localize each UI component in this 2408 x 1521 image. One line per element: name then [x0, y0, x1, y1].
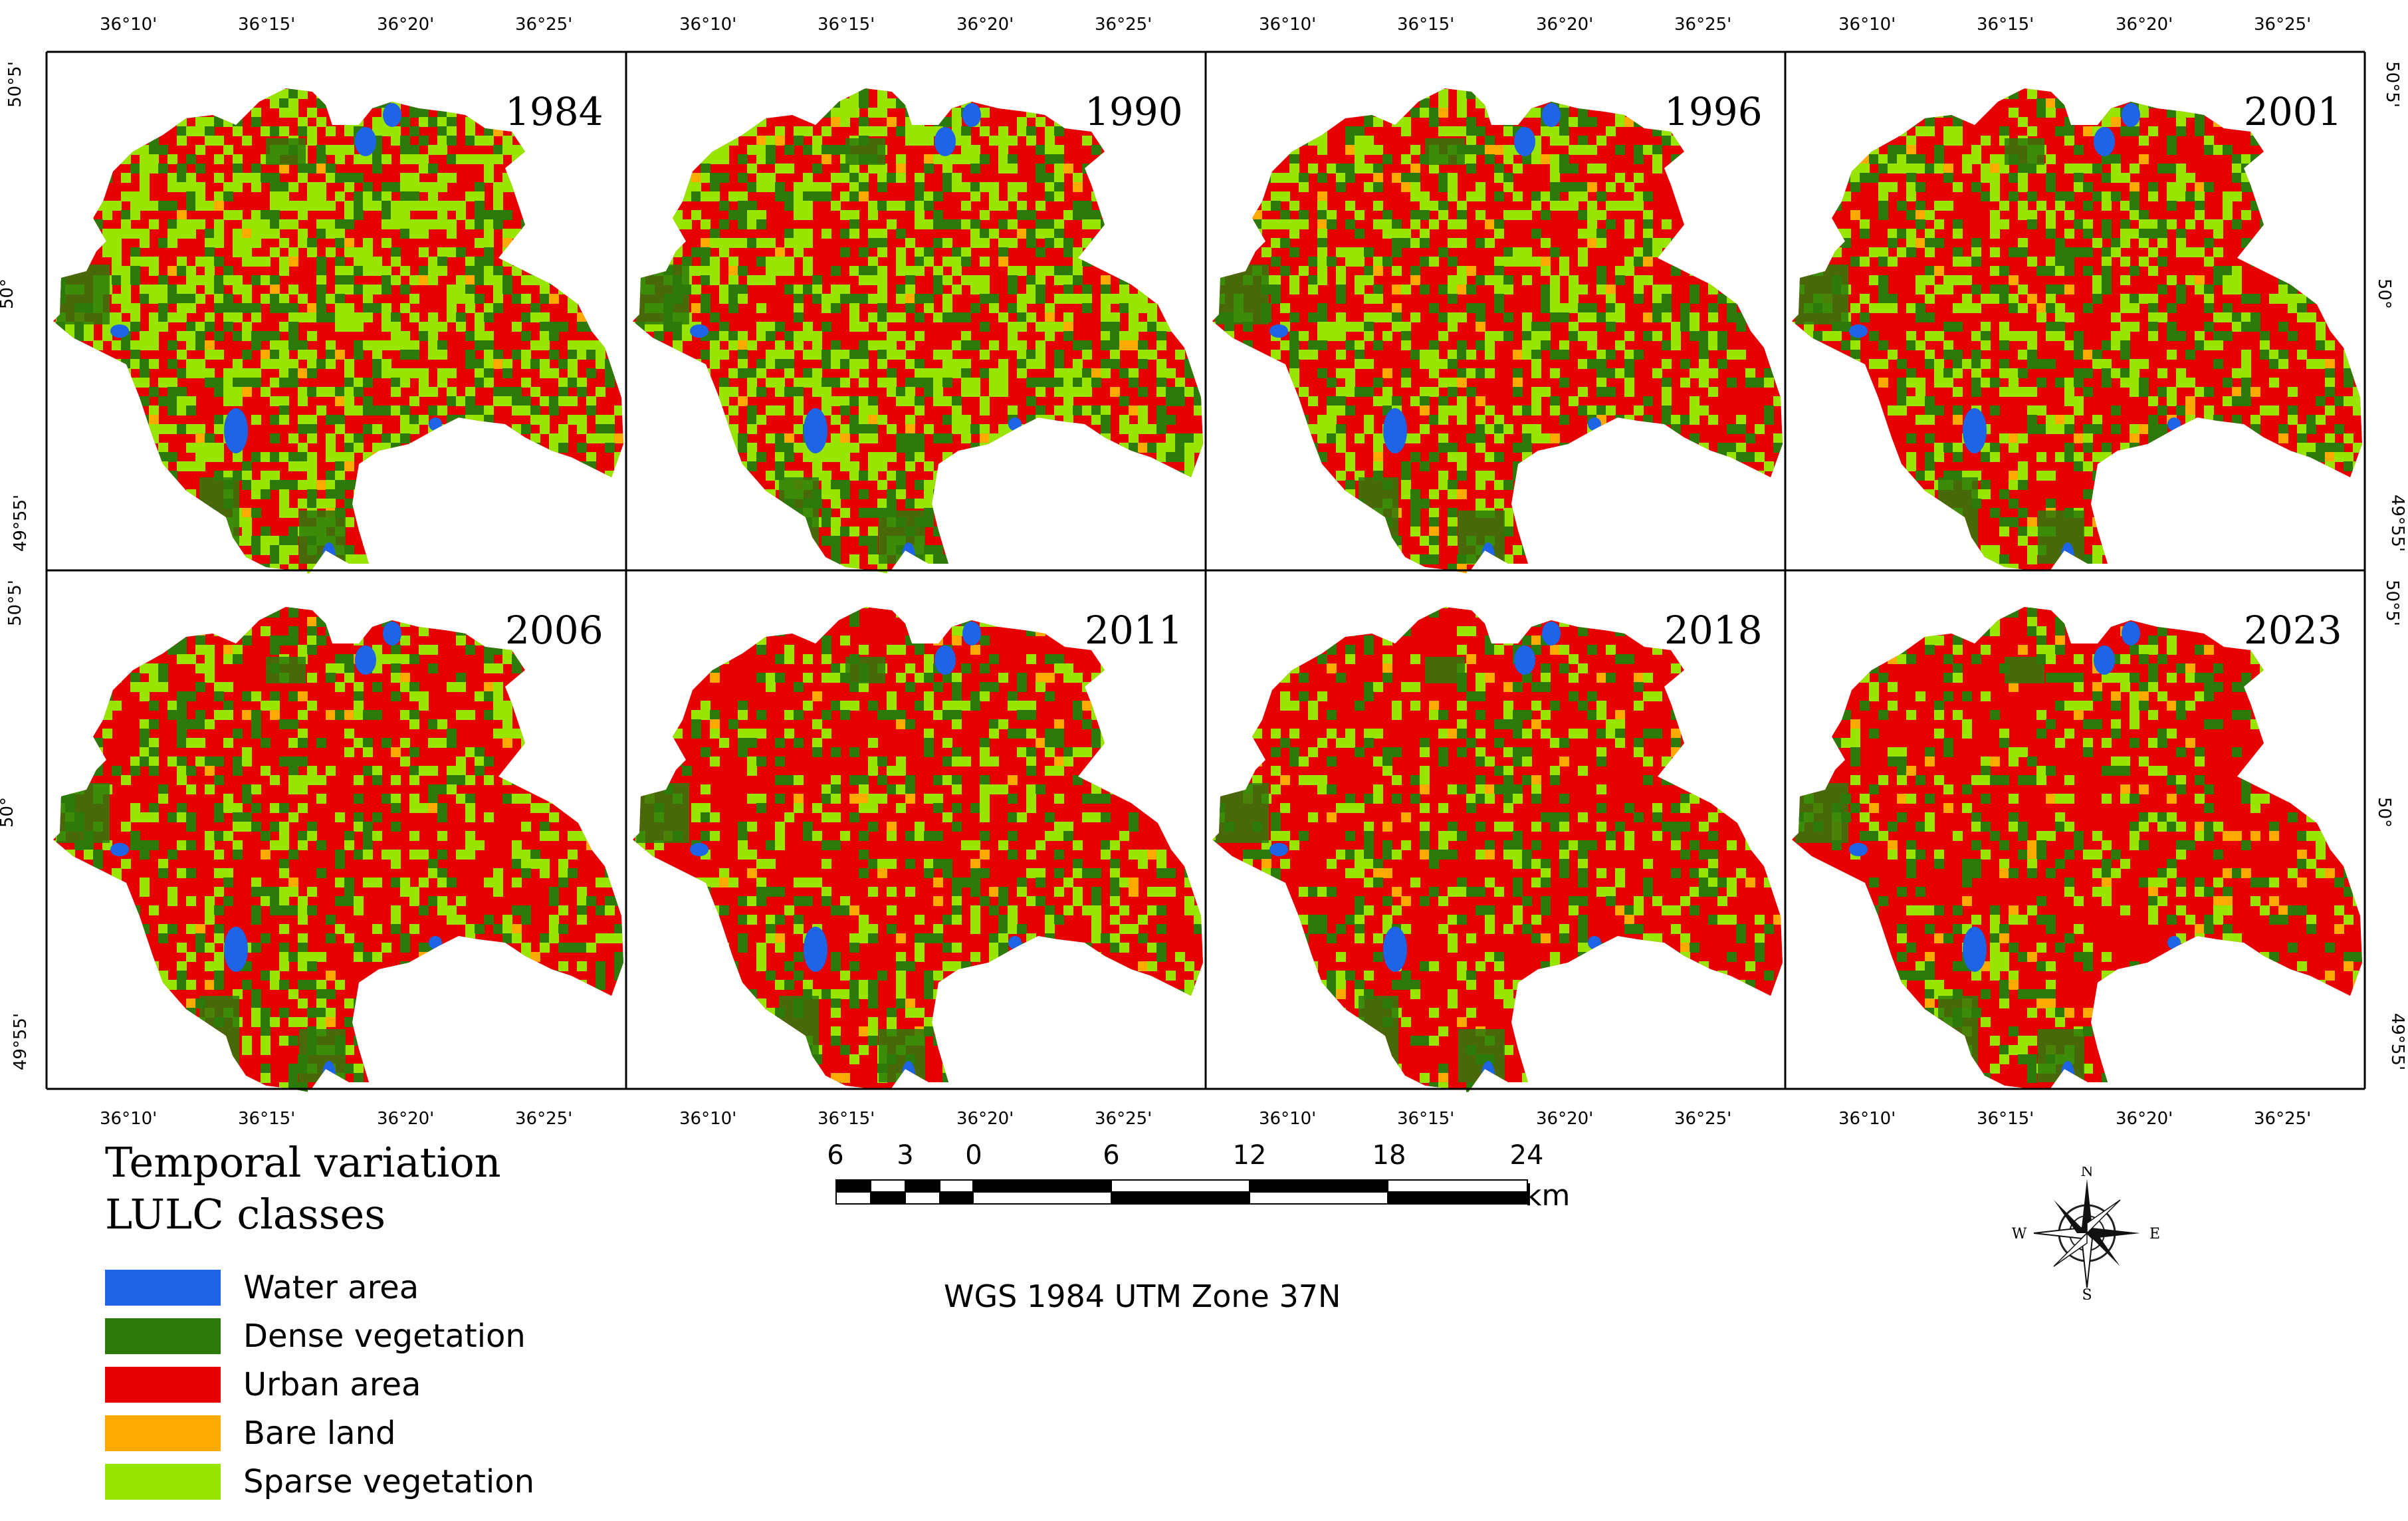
- legend-item: Bare land: [105, 1415, 395, 1452]
- legend-label: Sparse vegetation: [243, 1463, 534, 1500]
- scale-label: 6: [827, 1140, 844, 1171]
- lon-tick-label: 36°25': [515, 1109, 573, 1129]
- scale-unit: km: [1525, 1179, 1571, 1213]
- lon-tick-label: 36°10': [1838, 15, 1896, 35]
- legend-title-line2: LULC classes: [105, 1190, 386, 1238]
- legend-swatch: [105, 1367, 221, 1403]
- lat-tick-label: 49°55': [11, 1012, 31, 1071]
- crs-label: WGS 1984 UTM Zone 37N: [944, 1278, 1341, 1314]
- lulc-map-grid: [45, 51, 2366, 1092]
- year-label-2023: 2023: [2244, 608, 2342, 653]
- south-label: S: [2082, 1287, 2092, 1300]
- year-label-1996: 1996: [1664, 89, 1763, 134]
- lon-tick-label: 36°20': [956, 1109, 1014, 1129]
- legend-item: Water area: [105, 1269, 419, 1306]
- scale-label: 12: [1232, 1140, 1267, 1171]
- lat-tick-label: 50°: [2374, 278, 2395, 310]
- lon-tick-label: 36°10': [1259, 15, 1317, 35]
- lon-tick-label: 36°25': [515, 15, 573, 35]
- lon-tick-label: 36°15': [238, 15, 296, 35]
- scale-label: 3: [897, 1140, 914, 1171]
- lon-tick-label: 36°20': [377, 15, 435, 35]
- scale-label: 6: [1103, 1140, 1120, 1171]
- lon-tick-label: 36°25': [1095, 1109, 1152, 1129]
- scale-label: 0: [965, 1140, 982, 1171]
- lon-tick-label: 36°25': [1674, 15, 1732, 35]
- lon-tick-label: 36°25': [1095, 15, 1152, 35]
- lon-tick-label: 36°20': [956, 15, 1014, 35]
- lon-tick-label: 36°15': [238, 1109, 296, 1129]
- lon-tick-label: 36°20': [1536, 1109, 1594, 1129]
- lat-tick-label: 50°5': [5, 61, 25, 108]
- scale-label: 24: [1509, 1140, 1544, 1171]
- lon-tick-label: 36°10': [679, 15, 737, 35]
- lon-tick-label: 36°15': [818, 1109, 875, 1129]
- lat-tick-label: 49°55': [2387, 494, 2408, 552]
- legend-label: Urban area: [243, 1366, 421, 1403]
- lat-tick-label: 50°: [2374, 796, 2395, 828]
- lon-tick-label: 36°20': [2116, 1109, 2173, 1129]
- lon-tick-label: 36°20': [2116, 15, 2173, 35]
- lon-tick-label: 36°15': [1397, 15, 1455, 35]
- legend-swatch: [105, 1415, 221, 1451]
- lat-tick-label: 50°5': [2381, 580, 2402, 626]
- year-label-1984: 1984: [505, 89, 603, 134]
- lon-tick-label: 36°10': [1838, 1109, 1896, 1129]
- lon-tick-label: 36°20': [1536, 15, 1594, 35]
- legend-label: Water area: [243, 1269, 419, 1306]
- lon-tick-label: 36°15': [818, 15, 875, 35]
- lon-tick-label: 36°10': [100, 15, 158, 35]
- lon-tick-label: 36°15': [1397, 1109, 1455, 1129]
- east-label: E: [2149, 1226, 2160, 1242]
- year-label-2001: 2001: [2244, 89, 2342, 134]
- lon-tick-label: 36°10': [1259, 1109, 1317, 1129]
- lon-tick-label: 36°10': [100, 1109, 158, 1129]
- lon-tick-label: 36°10': [679, 1109, 737, 1129]
- scale-label: 18: [1372, 1140, 1406, 1171]
- year-label-1990: 1990: [1085, 89, 1183, 134]
- lat-tick-label: 50°: [0, 796, 18, 828]
- north-arrow-icon: N E S W: [2012, 1167, 2160, 1300]
- lat-tick-label: 49°55': [2387, 1012, 2408, 1071]
- lon-tick-label: 36°15': [1977, 1109, 2034, 1129]
- lat-tick-label: 50°5': [2381, 61, 2402, 108]
- lat-tick-label: 50°: [0, 278, 18, 310]
- lon-tick-label: 36°15': [1977, 15, 2034, 35]
- west-label: W: [2012, 1226, 2027, 1242]
- legend-swatch: [105, 1464, 221, 1500]
- legend-item: Urban area: [105, 1366, 421, 1403]
- lon-tick-label: 36°25': [1674, 1109, 1732, 1129]
- legend-item: Dense vegetation: [105, 1318, 526, 1355]
- scale-bar-graphic: [835, 1179, 1528, 1205]
- legend-swatch: [105, 1318, 221, 1354]
- north-label: N: [2080, 1167, 2093, 1180]
- year-label-2011: 2011: [1085, 608, 1183, 653]
- lat-tick-label: 49°55': [11, 494, 31, 552]
- lon-tick-label: 36°25': [2254, 15, 2312, 35]
- legend-swatch: [105, 1270, 221, 1306]
- lon-tick-label: 36°25': [2254, 1109, 2312, 1129]
- lat-tick-label: 50°5': [5, 580, 25, 626]
- legend-label: Dense vegetation: [243, 1318, 526, 1355]
- legend-item: Sparse vegetation: [105, 1463, 534, 1500]
- legend-label: Bare land: [243, 1415, 396, 1452]
- legend-title-line1: Temporal variation: [105, 1138, 501, 1187]
- year-label-2006: 2006: [505, 608, 603, 653]
- lon-tick-label: 36°20': [377, 1109, 435, 1129]
- year-label-2018: 2018: [1664, 608, 1763, 653]
